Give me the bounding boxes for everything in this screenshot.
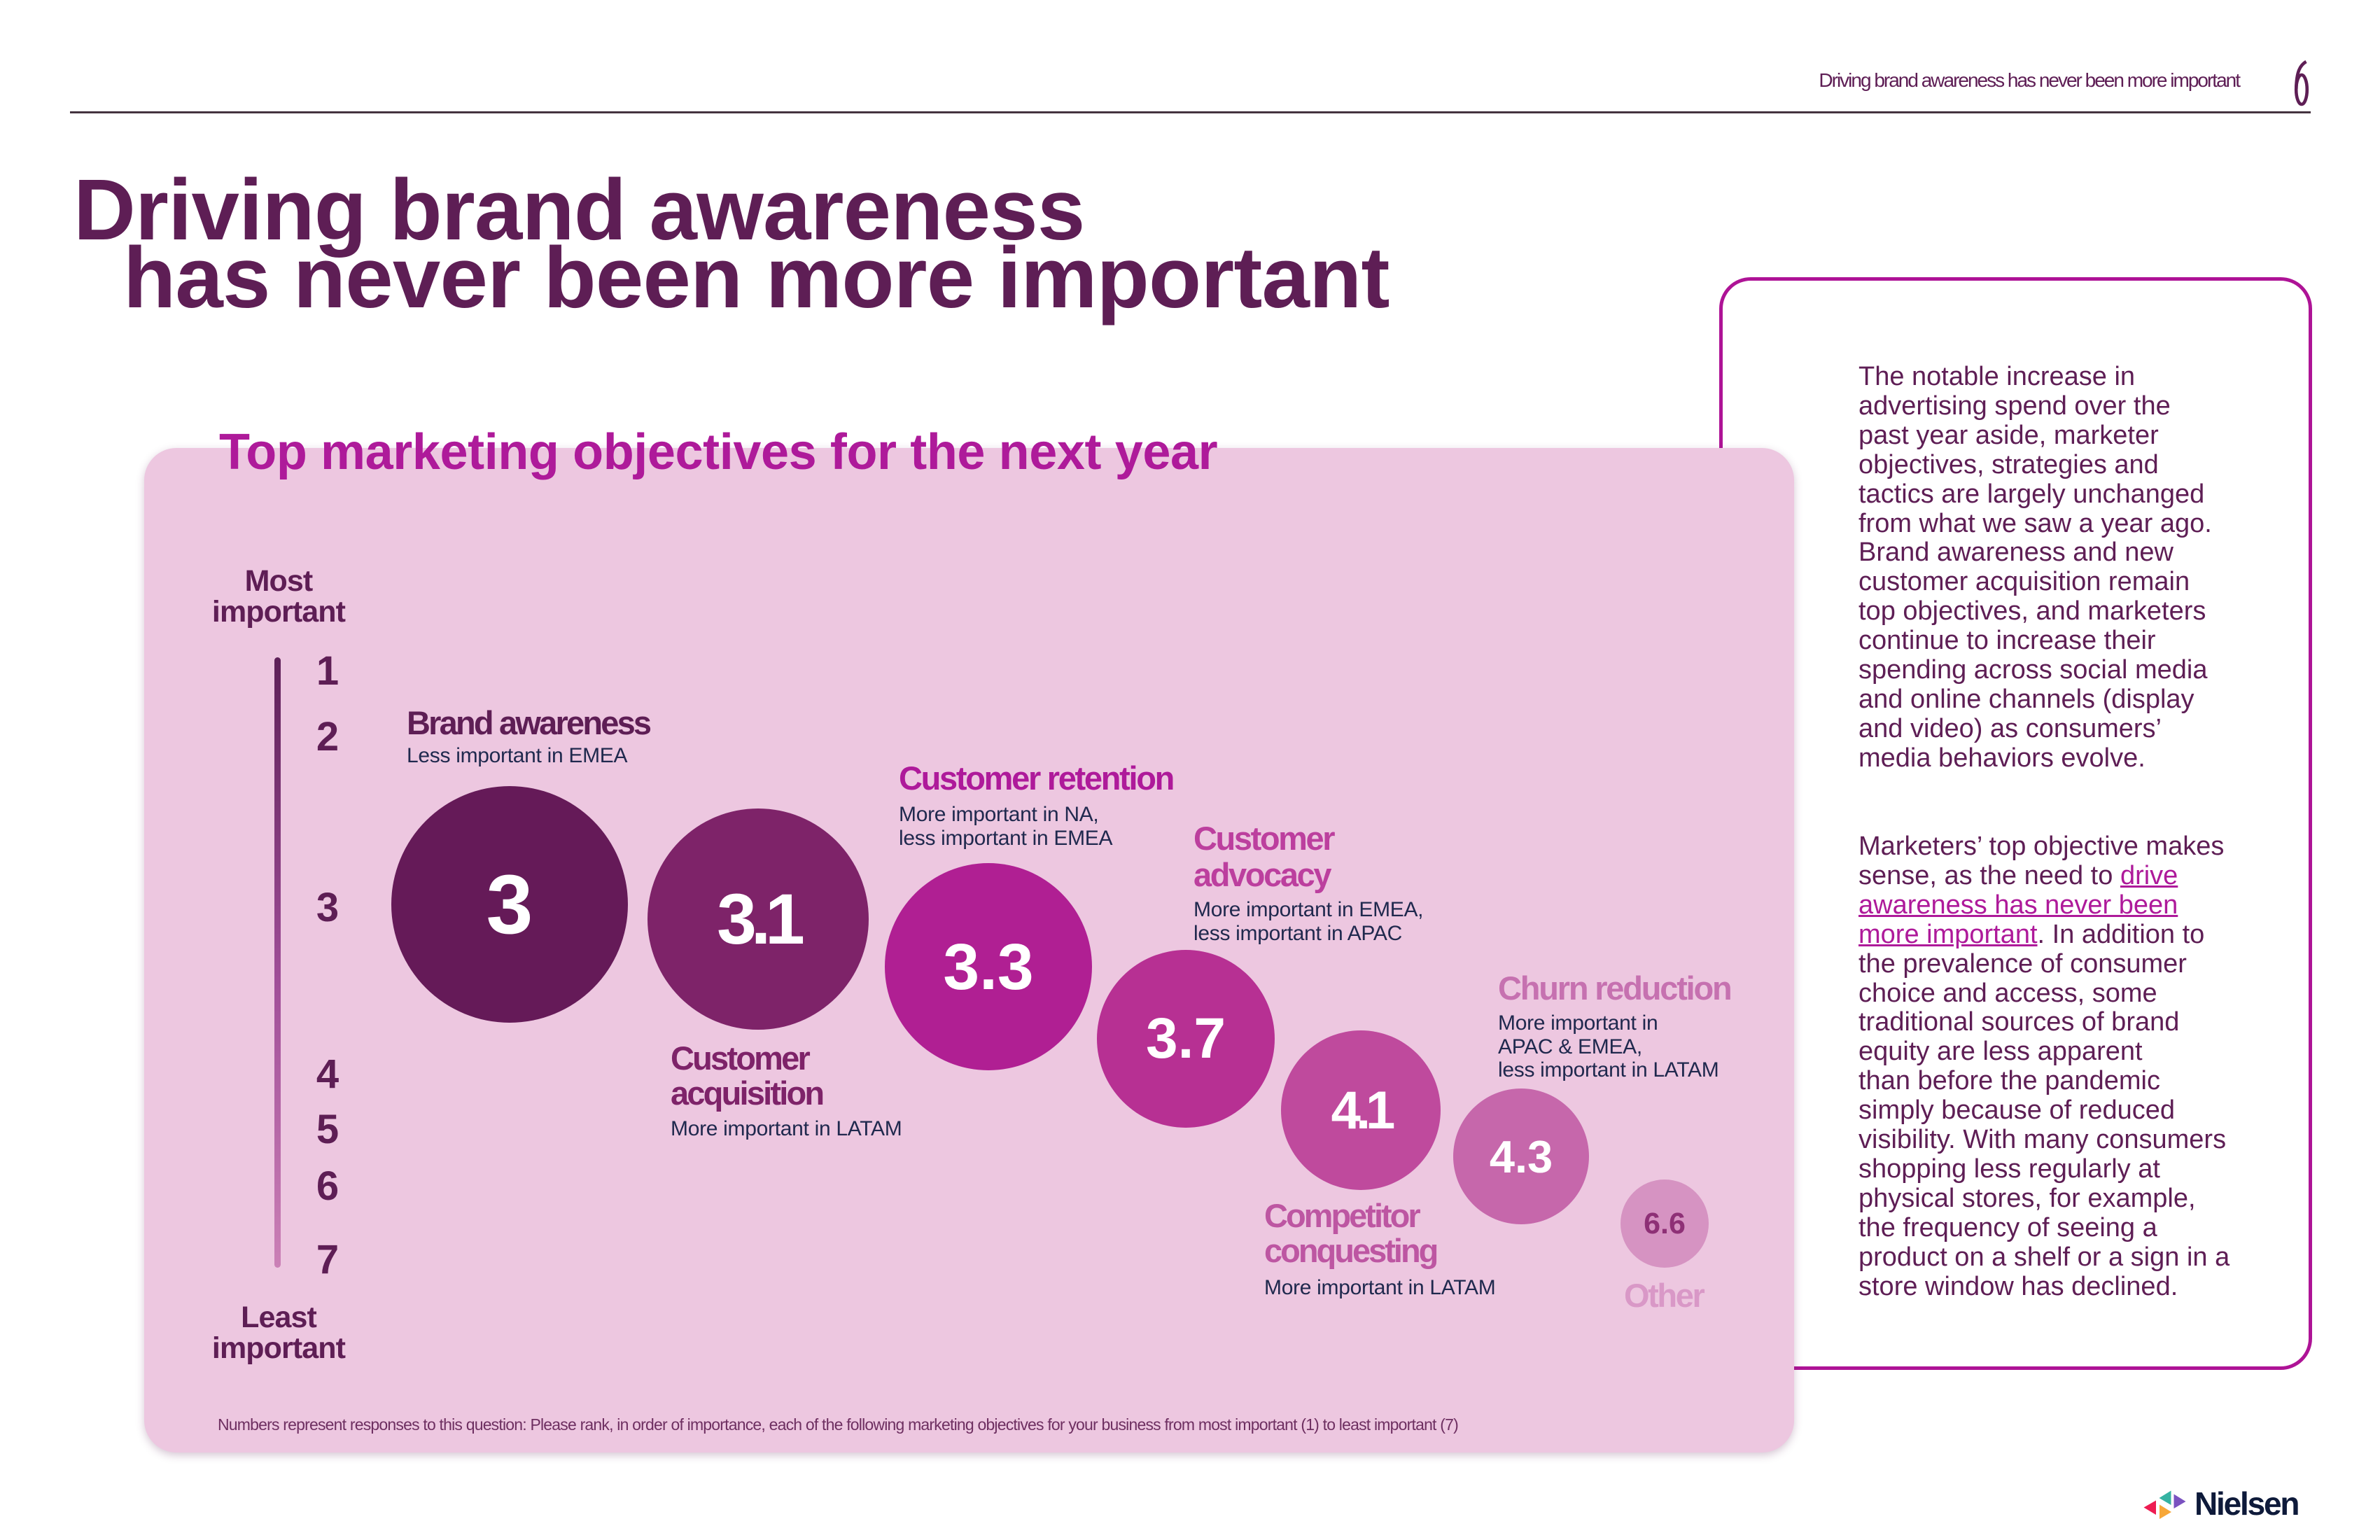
svg-text:Nielsen: Nielsen <box>2194 1485 2298 1522</box>
